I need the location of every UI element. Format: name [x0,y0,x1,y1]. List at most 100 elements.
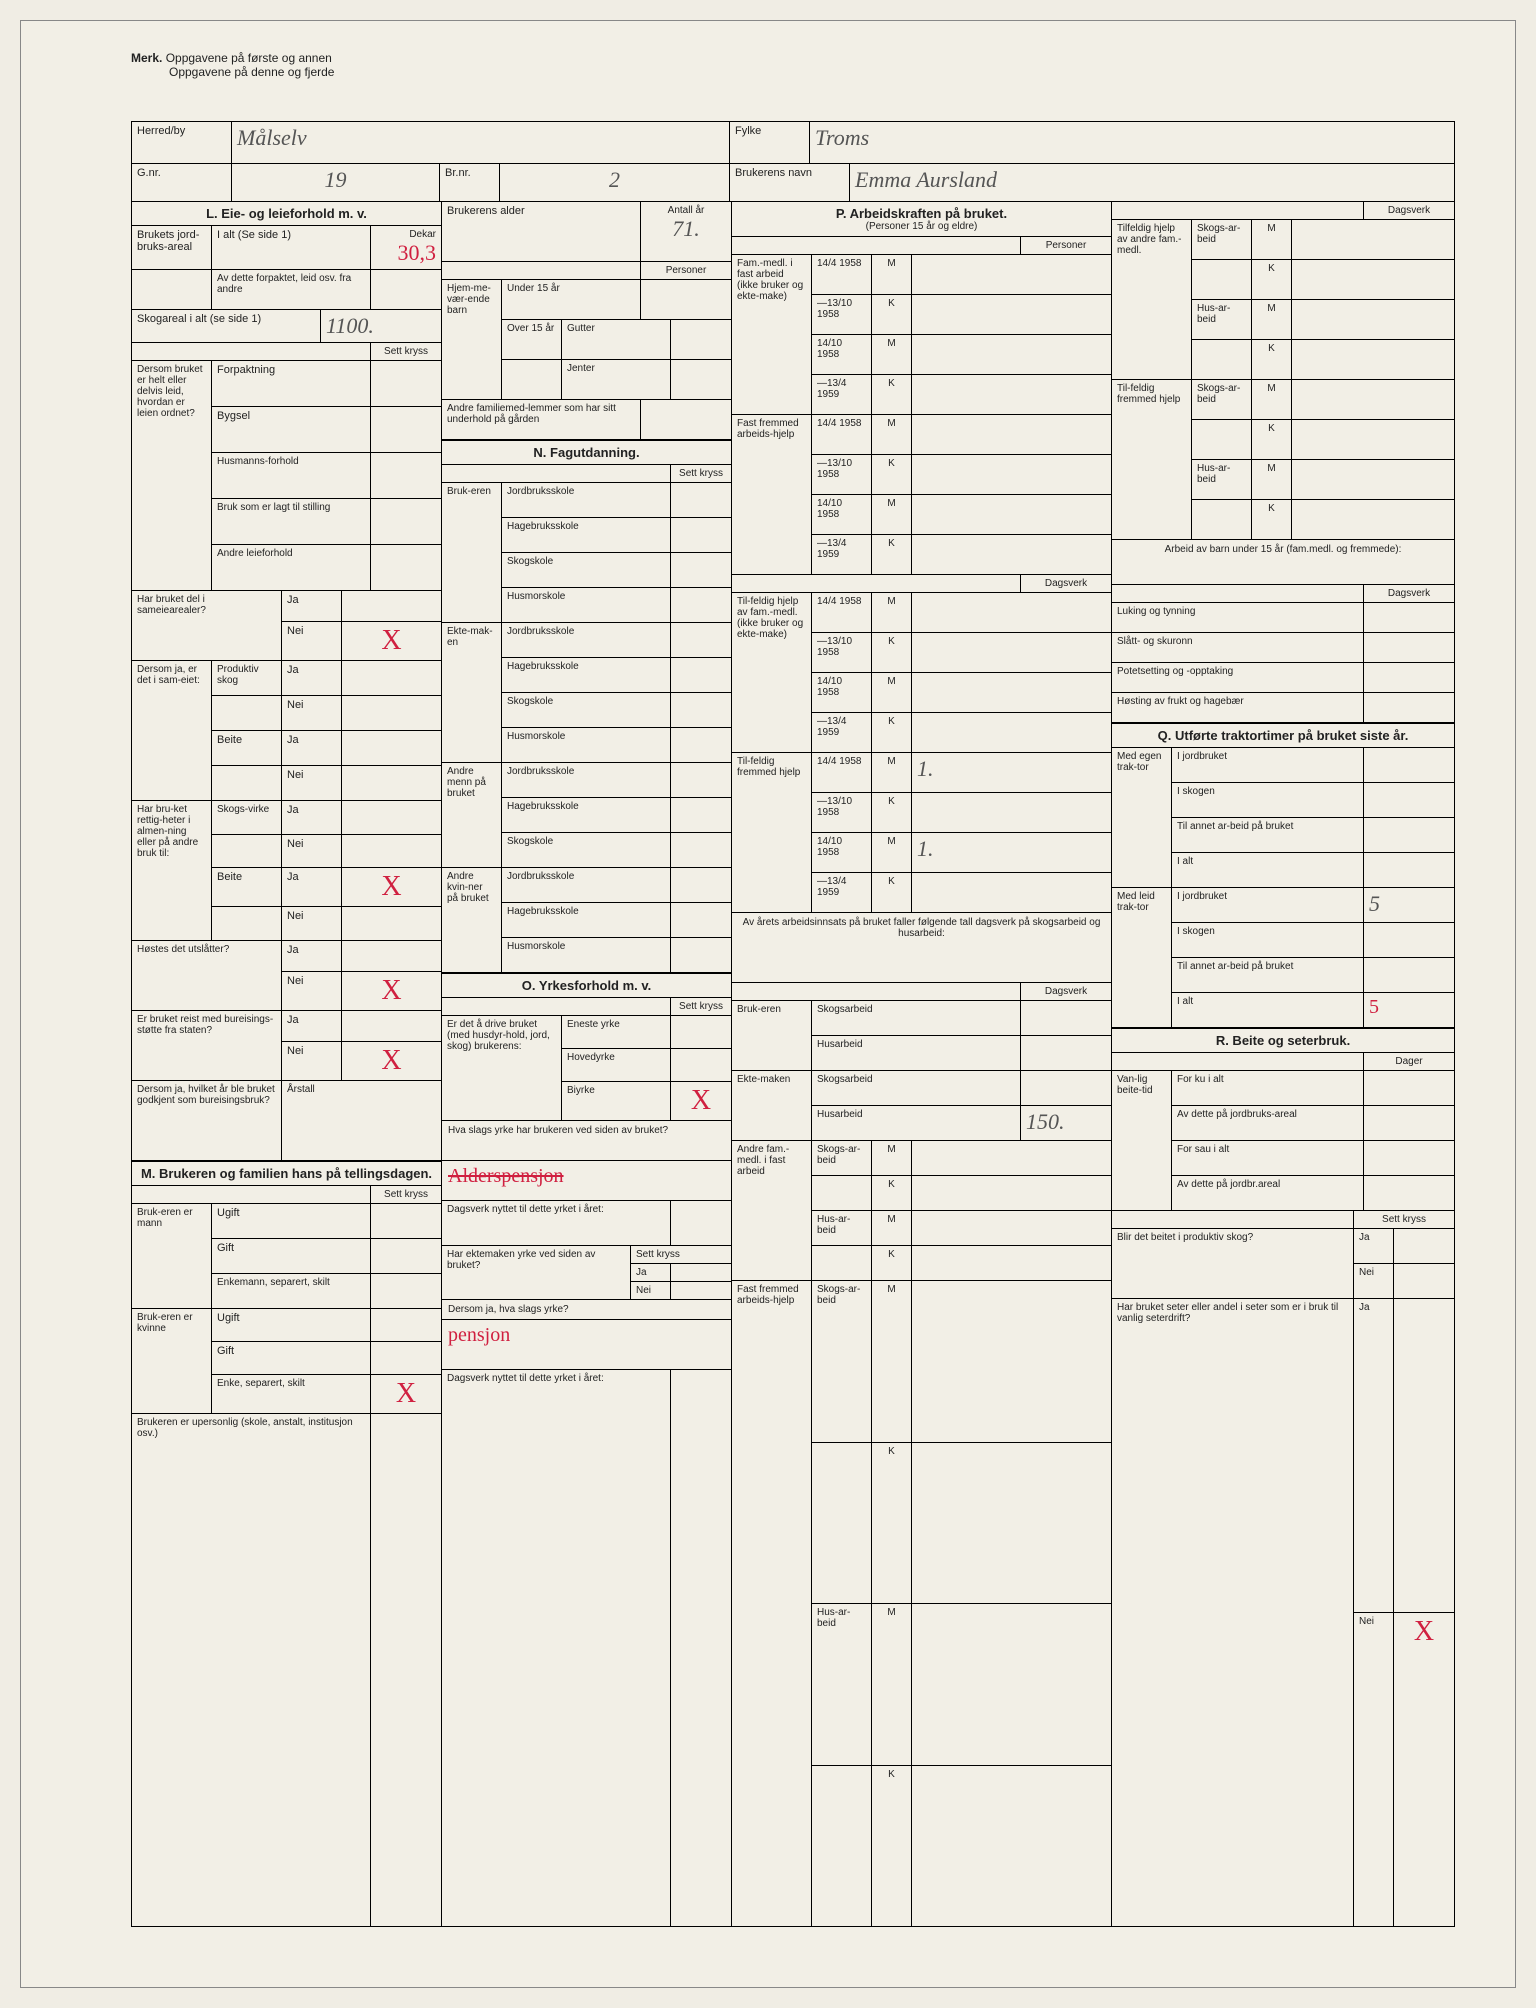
personer-label: Personer [641,262,731,279]
c2-hjemme: Hjem-me-vær-ende barn Under 15 år Over 1… [442,280,731,400]
tfr2-v2 [1292,420,1454,459]
hardel-nei: Nei [282,622,342,660]
ff-d2: —13/10 1958 [812,455,872,494]
ff-v1 [912,415,1111,454]
ne-husmor-x [671,728,731,762]
tf-d4: —13/4 1959 [812,713,872,752]
c4-tilfandre: Tilfeldig hjelp av andre fam.-medl. Skog… [1112,220,1454,380]
fylke-label: Fylke [730,122,810,163]
m-gift: Gift [212,1239,371,1273]
ne-skog: Skogskole [502,693,671,727]
avdj: Av dette på jordbruks-areal [1172,1106,1364,1140]
ps-ja-x [342,661,441,695]
o-dagsverk1: Dagsverk nyttet til dette yrket i året: [442,1201,731,1246]
fm-k1: K [872,295,912,334]
column-2: Brukerens alder Antall år 71. Personer H… [442,202,732,1926]
ff-d3: 14/10 1958 [812,495,872,534]
pb-hus-v [1021,1036,1111,1070]
nm-hage: Hagebruksskole [502,798,671,832]
section-n-title: N. Fagutdanning. [442,440,731,465]
c4-blank [1112,202,1364,219]
n-brukeren: Bruk-eren Jordbruksskole Hagebruksskole … [442,483,731,623]
tf-v2 [912,633,1111,672]
ff-rows: 14/4 1958M —13/10 1958K 14/10 1958M —13/… [812,415,1111,574]
hvaslags-value: Alderspensjon [442,1161,731,1201]
p-brukeren: Bruk-eren Skogsarbeid Husarbeid [732,1001,1111,1071]
header-row-2: G.nr. 19 Br.nr. 2 Brukerens navn Emma Au… [132,164,1454,202]
nk-jord: Jordbruksskole [502,868,671,902]
tfr-v1: 1. [912,753,1111,792]
hosting-row: Høsting av frukt og hagebær [1112,693,1454,723]
r-sk-blank [1112,1211,1354,1228]
reist-opts: Ja NeiX [282,1011,441,1080]
k-enke: Enke, separert, skilt [212,1375,371,1413]
tfr-v3: 1. [912,833,1111,872]
hvaslags-text: Alderspensjon [448,1165,564,1187]
leid-label: Med leid trak-tor [1112,888,1172,1027]
avdj2-v [1364,1176,1454,1210]
dersom-value: pensjon [442,1320,731,1370]
column-1: L. Eie- og leieforhold m. v. Brukets jor… [132,202,442,1926]
tfr-d4: —13/4 1959 [812,873,872,912]
fm-m2: M [872,335,912,374]
p-dv-blank2 [732,983,1021,1000]
n-bruk-opts: Jordbruksskole Hagebruksskole Skogskole … [502,483,731,622]
biyrke-x: X [671,1082,731,1120]
tfr2-m1: M [1252,380,1292,419]
p-dv-head2: Dagsverk [732,983,1111,1001]
l-row-avdette: Av dette forpaktet, leid osv. fra andre [132,270,441,310]
settkryss-label: Sett kryss [371,343,441,360]
nb-hage-x [671,518,731,552]
sameiet-opts: Produktiv skogJa Nei BeiteJa Nei [212,661,441,800]
ff-label: Fast fremmed arbeids-hjelp [732,415,812,574]
beite1: Beite [212,731,282,765]
dersom-text: pensjon [448,1324,510,1346]
dekar-label: Dekar [409,229,436,240]
c4-tilffrem: Til-feldig fremmed hjelp Skogs-ar-beidM … [1112,380,1454,540]
vanlig-label: Van-lig beite-tid [1112,1071,1172,1210]
bygsel: Bygsel [212,407,371,452]
tfr-m2: M [872,833,912,872]
eg-annet: Til annet ar-beid på bruket [1172,818,1364,852]
pe-skog: Skogsarbeid [812,1071,1021,1105]
bt-nei-x [1394,1264,1454,1298]
r-nei-x: X [342,1042,441,1080]
n-menn-label: Andre menn på bruket [442,763,502,867]
k-ugift-x [371,1309,441,1341]
eneste-x [671,1016,731,1048]
b2-ja: Ja [282,868,342,906]
seter-label: Har bruket seter eller andel i seter som… [1112,1299,1354,1926]
tf-rows: 14/4 1958M —13/10 1958K 14/10 1958M —13/… [812,593,1111,752]
o-blank [442,998,671,1015]
p-dv2: Dagsverk [1021,983,1111,1000]
section-l-title: L. Eie- og leieforhold m. v. [132,202,441,226]
mann-opts: Ugift Gift Enkemann, separert, skilt [212,1204,441,1308]
slatt-row: Slått- og skuronn [1112,633,1454,663]
af2-hu2 [812,1246,872,1280]
hvilket-label: Dersom ja, hvilket år ble bruket godkjen… [132,1081,282,1160]
arstall: Årstall [282,1081,441,1160]
nm-skog-x [671,833,731,867]
column-4: Dagsverk Tilfeldig hjelp av andre fam.-m… [1112,202,1454,1926]
dagsverk2-v [671,1370,731,1926]
nm-hage-x [671,798,731,832]
beitet-label: Blir det beitet i produktiv skog? [1112,1229,1354,1298]
ne-jord: Jordbruksskole [502,623,671,657]
ff2-m2: M [872,1604,912,1765]
ff2-v2 [912,1443,1111,1604]
andre-leie: Andre leieforhold [212,545,371,590]
ff2-v4 [912,1766,1111,1927]
l-hostes: Høstes det utslåtter? Ja NeiX [132,941,441,1011]
bt-ja-x [1394,1229,1454,1263]
eg-jord: I jordbruket [1172,748,1364,782]
nb-husmor-x [671,588,731,622]
fm-d3: 14/10 1958 [812,335,872,374]
r-ja-x [342,1011,441,1041]
fm-d1: 14/4 1958 [812,255,872,294]
section-o-title: O. Yrkesforhold m. v. [442,973,731,998]
hoved-x [671,1049,731,1081]
n-blank [442,465,671,482]
tf-label: Til-feldig hjelp av fam.-medl. (ikke bru… [732,593,812,752]
forku: For ku i alt [1172,1071,1364,1105]
section-p-header: P. Arbeidskraften på bruket. (Personer 1… [732,202,1111,237]
